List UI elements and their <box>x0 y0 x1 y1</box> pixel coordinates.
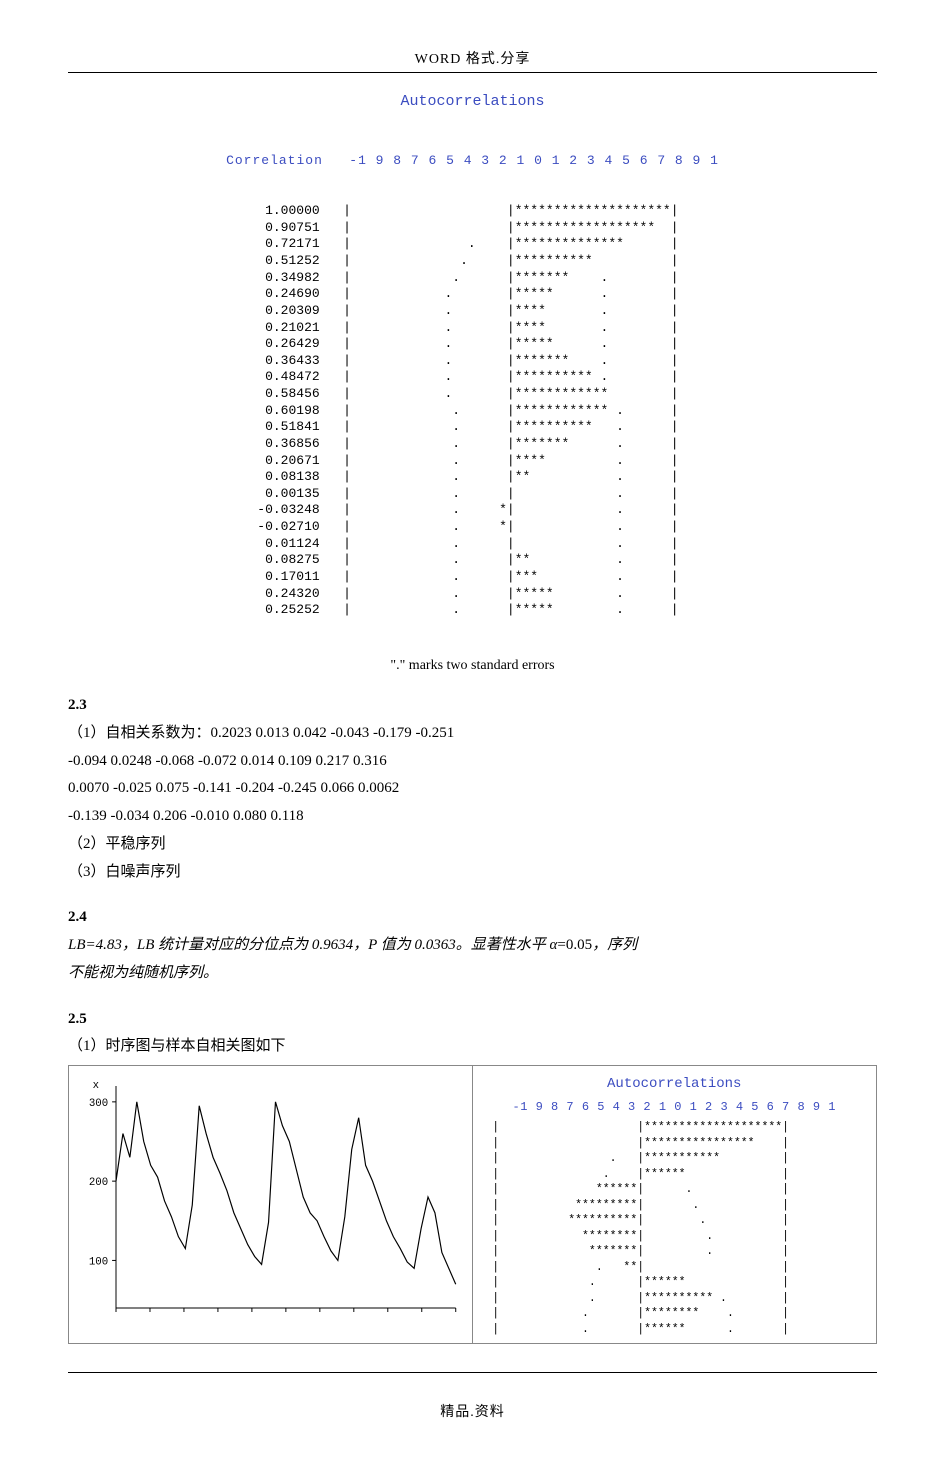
header-rule <box>68 72 877 73</box>
acf1-row: -0.02710 | . *| . | <box>226 519 719 536</box>
acf2-row: | . |********** . | <box>479 1291 871 1307</box>
acf2-row: | . |****** | <box>479 1167 871 1183</box>
s24-text: LB=4.83，LB 统计量对应的分位点为 0.9634，P 值为 0.0363… <box>68 932 877 960</box>
s23-coeffs-line: -0.094 0.0248 -0.068 -0.072 0.014 0.109 … <box>68 748 877 776</box>
acf1-row: 0.36856 | . |******* . | <box>226 436 719 453</box>
acf1-row: 0.60198 | . |************ . | <box>226 403 719 420</box>
heading-2-5: 2.5 <box>68 1006 877 1034</box>
acf2-rows: | |********************| | |************… <box>479 1120 871 1337</box>
acf1-row: 0.72171 | . |************** | <box>226 236 719 253</box>
acf1-row: -0.03248 | . *| . | <box>226 502 719 519</box>
heading-2-3: 2.3 <box>68 692 877 720</box>
figure-row: 100 200 300 x Autocorrelations -1 9 8 7 6 5… <box>68 1065 877 1344</box>
acf2-row: | . |******** . | <box>479 1306 871 1322</box>
acf1-caption: "." marks two standard errors <box>68 658 877 674</box>
acf2-title: Autocorrelations <box>479 1076 871 1092</box>
s23-line3: （3）白噪声序列 <box>68 859 877 887</box>
section-2-5: 2.5 （1）时序图与样本自相关图如下 <box>68 1006 877 1062</box>
s25-line1: （1）时序图与样本自相关图如下 <box>68 1033 877 1061</box>
footer-text: 精品.资料 <box>440 1405 505 1420</box>
acf1-row: 0.08138 | . |** . | <box>226 469 719 486</box>
acf1-content: Correlation -1 9 8 7 6 5 4 3 2 1 0 1 2 3… <box>226 120 719 652</box>
acf1-row: 0.36433 | . |******* . | <box>226 353 719 370</box>
s23-line2: （2）平稳序列 <box>68 831 877 859</box>
acf1-row: 0.08275 | . |** . | <box>226 552 719 569</box>
acf1-row: 0.20671 | . |**** . | <box>226 453 719 470</box>
acf1-axis-row: Correlation -1 9 8 7 6 5 4 3 2 1 0 1 2 3… <box>226 153 719 170</box>
acf1-row: 0.90751 | |****************** | <box>226 220 719 237</box>
timeseries-cell: 100 200 300 x <box>69 1066 473 1343</box>
footer-rule <box>68 1372 877 1373</box>
acf2-row: | . |*********** | <box>479 1151 871 1167</box>
acf1-row: 0.17011 | . |*** . | <box>226 569 719 586</box>
page-footer: 精品.资料 <box>68 1401 877 1421</box>
page-container: WORD 格式.分享 Autocorrelations Correlation … <box>0 0 945 1461</box>
acf2-row: | |********************| <box>479 1120 871 1136</box>
acf2-row: | |**************** | <box>479 1136 871 1152</box>
s24-b-suffix: ，序列 <box>592 937 637 953</box>
acf1-rows: 1.00000 | |********************| 0.90751… <box>226 203 719 619</box>
acf1-row: 0.21021 | . |**** . | <box>226 320 719 337</box>
svg-text:100: 100 <box>89 1256 108 1268</box>
acf1-row: 1.00000 | |********************| <box>226 203 719 220</box>
s24-c: 不能视为纯随机序列。 <box>68 960 877 988</box>
section-2-3: 2.3 （1）自相关系数为：0.2023 0.013 0.042 -0.043 … <box>68 692 877 886</box>
s23-coeffs-line: 0.0070 -0.025 0.075 -0.141 -0.204 -0.245… <box>68 775 877 803</box>
acf1-row: 0.51841 | . |********** . | <box>226 419 719 436</box>
acf1-row: 0.25252 | . |***** . | <box>226 602 719 619</box>
acf1-block: Autocorrelations Correlation -1 9 8 7 6 … <box>68 93 877 674</box>
acf2-cell: Autocorrelations -1 9 8 7 6 5 4 3 2 1 0 … <box>473 1066 877 1343</box>
alpha-value: =0.05 <box>557 937 592 953</box>
header-text: WORD 格式.分享 <box>415 52 531 67</box>
acf2-row: | *******| . | <box>479 1244 871 1260</box>
acf2-row: | . |****** | <box>479 1275 871 1291</box>
acf2-row: | ********| . | <box>479 1229 871 1245</box>
svg-text:200: 200 <box>89 1177 108 1189</box>
page-header: WORD 格式.分享 <box>68 48 877 68</box>
s24-a: LB=4.83，LB 统计量对应的分位点为 0.9634，P 值为 0.0363… <box>68 937 471 953</box>
acf2-row: | ******| . | <box>479 1182 871 1198</box>
acf1-row: 0.34982 | . |******* . | <box>226 270 719 287</box>
acf2-row: | *********| . | <box>479 1198 871 1214</box>
s24-b-prefix: 显著性水平 <box>471 937 550 953</box>
section-2-4: 2.4 LB=4.83，LB 统计量对应的分位点为 0.9634，P 值为 0.… <box>68 904 877 987</box>
acf1-row: 0.51252 | . |********** | <box>226 253 719 270</box>
s23-coeffs-line: （1）自相关系数为：0.2023 0.013 0.042 -0.043 -0.1… <box>68 720 877 748</box>
acf1-title: Autocorrelations <box>68 93 877 110</box>
heading-2-4: 2.4 <box>68 904 877 932</box>
acf1-row: 0.00135 | . | . | <box>226 486 719 503</box>
acf1-row: 0.01124 | . | . | <box>226 536 719 553</box>
acf2-row: | . **| | <box>479 1260 871 1276</box>
svg-text:300: 300 <box>89 1098 108 1110</box>
acf2-row: | **********| . | <box>479 1213 871 1229</box>
acf1-row: 0.48472 | . |********** . | <box>226 369 719 386</box>
acf2-axis: -1 9 8 7 6 5 4 3 2 1 0 1 2 3 4 5 6 7 8 9… <box>479 1100 871 1114</box>
acf1-row: 0.26429 | . |***** . | <box>226 336 719 353</box>
svg-text:x: x <box>93 1080 99 1092</box>
acf1-row: 0.24690 | . |***** . | <box>226 286 719 303</box>
acf2-row: | . |****** . | <box>479 1322 871 1338</box>
s23-line1: （1）自相关系数为：0.2023 0.013 0.042 -0.043 -0.1… <box>68 720 877 831</box>
acf1-row: 0.24320 | . |***** . | <box>226 586 719 603</box>
acf1-row: 0.58456 | . |************ | <box>226 386 719 403</box>
s23-coeffs-line: -0.139 -0.034 0.206 -0.010 0.080 0.118 <box>68 803 877 831</box>
acf1-row: 0.20309 | . |**** . | <box>226 303 719 320</box>
timeseries-chart: 100 200 300 x <box>75 1072 466 1332</box>
